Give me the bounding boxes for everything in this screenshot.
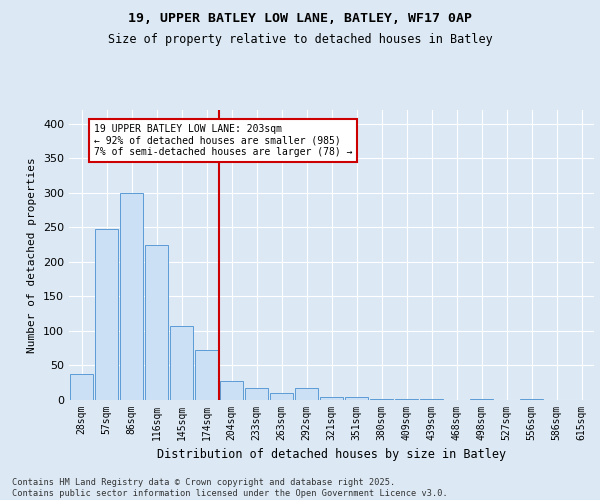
Bar [269, 393, 293, 400]
Text: 19, UPPER BATLEY LOW LANE, BATLEY, WF17 0AP: 19, UPPER BATLEY LOW LANE, BATLEY, WF17 … [128, 12, 472, 26]
Text: 19 UPPER BATLEY LOW LANE: 203sqm
← 92% of detached houses are smaller (985)
7% o: 19 UPPER BATLEY LOW LANE: 203sqm ← 92% o… [94, 124, 353, 157]
Bar [194, 350, 218, 400]
Bar [370, 398, 394, 400]
Bar [344, 397, 368, 400]
Bar [119, 193, 143, 400]
Bar [170, 326, 193, 400]
Y-axis label: Number of detached properties: Number of detached properties [28, 157, 37, 353]
Text: Contains HM Land Registry data © Crown copyright and database right 2025.
Contai: Contains HM Land Registry data © Crown c… [12, 478, 448, 498]
Bar [395, 398, 418, 400]
Text: Size of property relative to detached houses in Batley: Size of property relative to detached ho… [107, 32, 493, 46]
Bar [320, 396, 343, 400]
Bar [70, 374, 94, 400]
Bar [245, 388, 268, 400]
Bar [220, 380, 244, 400]
X-axis label: Distribution of detached houses by size in Batley: Distribution of detached houses by size … [157, 448, 506, 462]
Bar [95, 230, 118, 400]
Bar [145, 244, 169, 400]
Bar [295, 388, 319, 400]
